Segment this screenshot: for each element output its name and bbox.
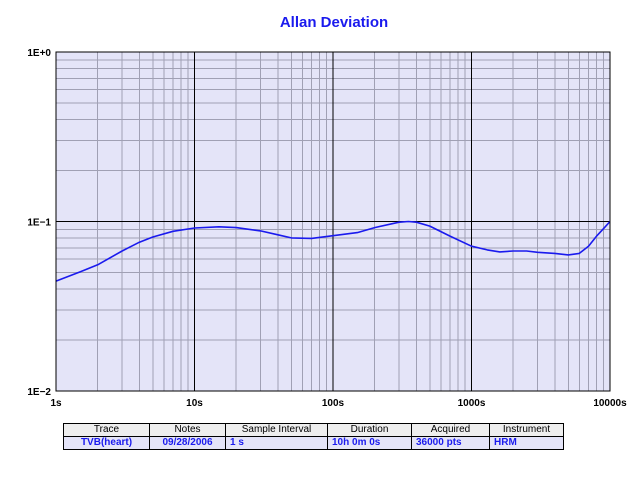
major-grid	[56, 52, 610, 391]
x-tick-label: 10s	[186, 398, 203, 409]
chart-title: Allan Deviation	[280, 14, 388, 31]
x-axis-labels: 1s 10s 100s 1000s 10000s	[50, 398, 627, 409]
header-trace: Trace	[63, 423, 150, 437]
x-tick-label: 1000s	[458, 398, 486, 409]
info-table-row: TVB(heart) 09/28/2006 1 s 10h 0m 0s 3600…	[63, 436, 564, 450]
x-tick-label: 100s	[322, 398, 345, 409]
info-table-header-row: Trace Notes Sample Interval Duration Acq…	[63, 423, 564, 437]
y-tick-label: 1E−2	[27, 387, 51, 398]
header-duration: Duration	[327, 423, 412, 437]
x-tick-label: 1s	[50, 398, 62, 409]
plot-frame	[55, 51, 611, 392]
header-instrument: Instrument	[489, 423, 564, 437]
header-notes: Notes	[149, 423, 226, 437]
cell-sample-interval: 1 s	[225, 436, 328, 450]
cell-trace: TVB(heart)	[63, 436, 150, 450]
allan-deviation-chart: Allan Deviation 1s 10s 100s 1000s 10000s 1E+…	[27, 14, 627, 409]
trace-info-table: Trace Notes Sample Interval Duration Acq…	[63, 423, 564, 450]
cell-instrument: HRM	[489, 436, 564, 450]
cell-duration: 10h 0m 0s	[327, 436, 412, 450]
cell-notes: 09/28/2006	[149, 436, 226, 450]
y-tick-label: 1E+0	[27, 48, 51, 59]
allan-deviation-line	[55, 220, 611, 282]
x-tick-label: 10000s	[593, 398, 627, 409]
y-axis-labels: 1E+0 1E−1 1E−2	[27, 48, 51, 398]
header-sample-interval: Sample Interval	[225, 423, 328, 437]
y-tick-label: 1E−1	[27, 218, 51, 229]
cell-acquired: 36000 pts	[411, 436, 490, 450]
header-acquired: Acquired	[411, 423, 490, 437]
